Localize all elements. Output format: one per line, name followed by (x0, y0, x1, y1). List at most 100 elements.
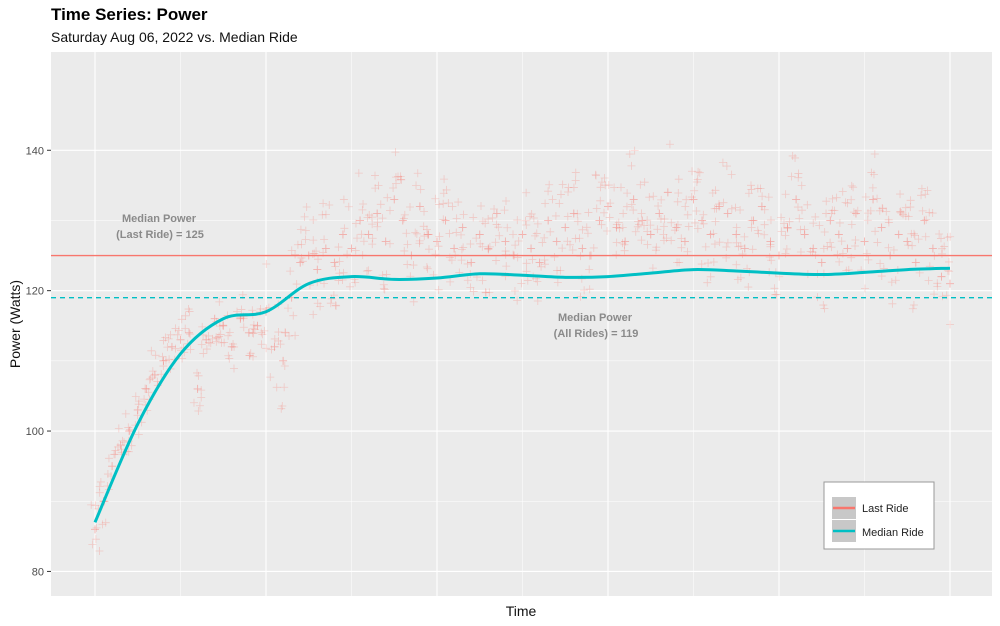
last-ride-point (680, 237, 689, 246)
last-ride-point (622, 202, 631, 211)
last-ride-point (159, 362, 168, 371)
last-ride-point (362, 267, 371, 276)
last-ride-point (399, 214, 408, 223)
last-ride-point (727, 204, 736, 213)
annotation-all-rides-line2: (All Rides) = 119 (554, 328, 639, 340)
last-ride-point (415, 202, 424, 211)
last-ride-point (615, 224, 624, 233)
last-ride-point (184, 305, 193, 314)
last-ride-point (714, 200, 723, 209)
last-ride-point (313, 299, 322, 308)
last-ride-point (625, 150, 634, 159)
last-ride-point (629, 206, 638, 215)
last-ride-point (822, 197, 831, 206)
last-ride-point (272, 383, 281, 392)
last-ride-point (779, 219, 788, 228)
last-ride-point (555, 199, 564, 208)
chart-title: Time Series: Power (51, 5, 208, 24)
last-ride-point (383, 193, 392, 202)
last-ride-point (125, 427, 134, 436)
last-ride-point (706, 230, 715, 239)
last-ride-point (413, 169, 422, 178)
last-ride-point (458, 223, 467, 232)
last-ride-point (928, 244, 937, 253)
last-ride-point (433, 237, 441, 246)
last-ride-point (351, 219, 360, 228)
last-ride-point (448, 202, 457, 211)
last-ride-point (871, 227, 880, 236)
last-ride-point (604, 202, 612, 211)
last-ride-point (445, 253, 454, 262)
last-ride-point (798, 206, 807, 215)
last-ride-point (277, 404, 286, 413)
last-ride-point (578, 225, 587, 234)
last-ride-point (227, 342, 236, 351)
last-ride-point (882, 207, 891, 216)
last-ride-point (346, 282, 355, 291)
last-ride-point (573, 217, 582, 226)
last-ride-point (832, 193, 841, 202)
last-ride-point (445, 229, 454, 238)
last-ride-point (711, 217, 720, 226)
last-ride-point (195, 401, 204, 410)
last-ride-point (715, 238, 724, 247)
last-ride-point (533, 277, 542, 286)
last-ride-point (946, 279, 954, 288)
last-ride-point (794, 169, 803, 178)
last-ride-point (631, 227, 640, 236)
last-ride-point (552, 237, 561, 246)
last-ride-point (843, 244, 852, 253)
last-ride-point (596, 196, 605, 205)
last-ride-point (731, 203, 740, 212)
last-ride-point (835, 218, 844, 227)
last-ride-point (744, 189, 753, 198)
last-ride-point (276, 340, 285, 349)
last-ride-point (141, 384, 150, 393)
last-ride-point (690, 186, 699, 195)
last-ride-point (335, 257, 344, 266)
last-ride-point (659, 222, 668, 231)
last-ride-point (670, 226, 679, 235)
last-ride-point (897, 208, 906, 217)
last-ride-point (523, 276, 532, 285)
last-ride-point (674, 188, 683, 197)
last-ride-point (673, 220, 682, 229)
last-ride-point (935, 230, 944, 239)
last-ride-point (510, 286, 519, 295)
last-ride-point (281, 328, 290, 337)
y-tick-label: 80 (32, 566, 44, 578)
last-ride-point (815, 221, 824, 230)
last-ride-point (747, 216, 756, 225)
last-ride-point (758, 192, 767, 201)
last-ride-point (318, 210, 327, 219)
last-ride-point (740, 232, 749, 241)
last-ride-point (764, 193, 773, 202)
last-ride-point (101, 518, 110, 527)
last-ride-point (809, 219, 818, 228)
last-ride-point (820, 304, 829, 313)
last-ride-point (229, 364, 238, 373)
last-ride-point (910, 229, 919, 238)
last-ride-point (217, 338, 226, 347)
last-ride-point (469, 213, 478, 222)
last-ride-point (800, 225, 809, 234)
last-ride-point (928, 209, 937, 218)
last-ride-point (638, 216, 647, 225)
last-ride-point (723, 209, 732, 218)
last-ride-point (165, 355, 174, 364)
last-ride-point (95, 546, 104, 555)
last-ride-point (795, 214, 804, 223)
last-ride-point (267, 345, 276, 354)
last-ride-point (636, 180, 645, 189)
last-ride-point (391, 148, 400, 157)
last-ride-point (320, 279, 329, 288)
last-ride-point (385, 206, 394, 215)
annotation-all-rides-line1: Median Power (558, 312, 633, 324)
last-ride-point (688, 167, 697, 176)
last-ride-point (722, 162, 731, 171)
last-ride-point (772, 290, 781, 299)
last-ride-point (907, 229, 916, 238)
last-ride-point (544, 216, 553, 225)
last-ride-point (114, 424, 123, 433)
last-ride-point (781, 231, 790, 240)
